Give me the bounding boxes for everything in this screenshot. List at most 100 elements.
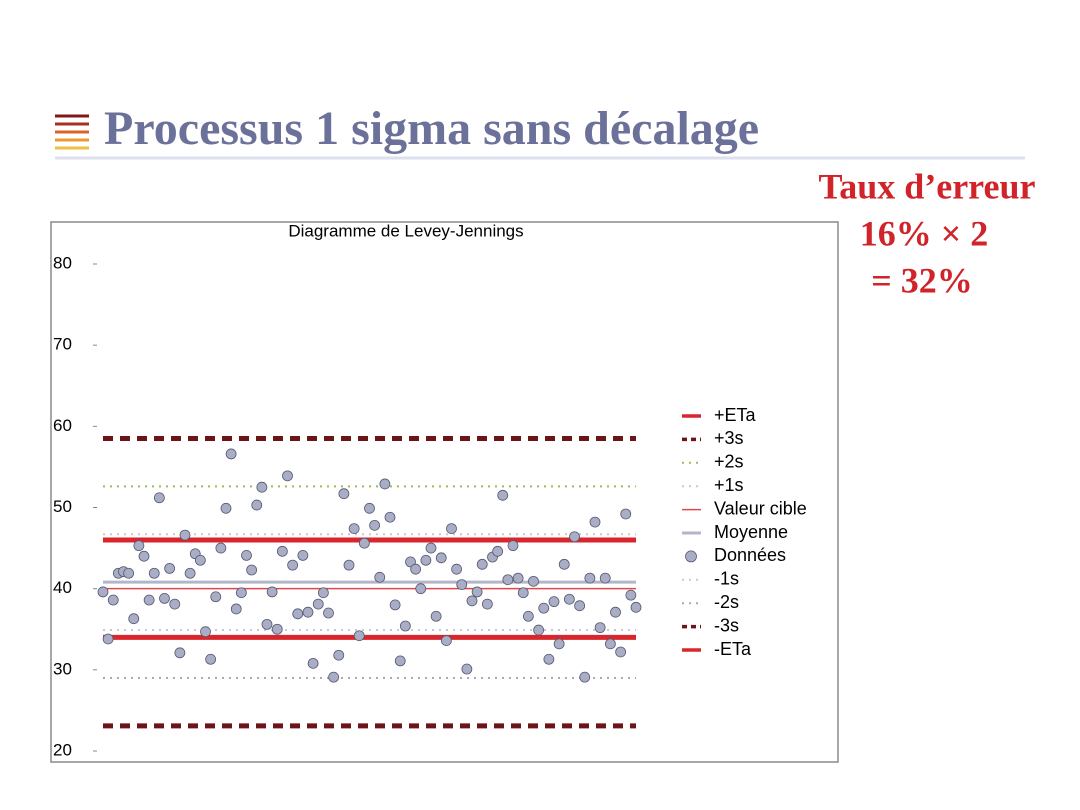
legend-label: -1s: [714, 569, 739, 589]
data-point: [579, 671, 591, 683]
data-point: [215, 542, 227, 554]
data-point: [128, 613, 140, 625]
data-point: [276, 545, 288, 557]
chart-title: Diagramme de Levey-Jennings: [288, 221, 523, 240]
data-point: [533, 624, 545, 636]
data-point: [230, 603, 242, 615]
y-tick-label: 30: [53, 659, 72, 678]
data-point: [456, 579, 468, 591]
data-point: [379, 478, 391, 490]
data-point: [543, 653, 555, 665]
data-point: [420, 554, 432, 566]
legend-label: -3s: [714, 615, 739, 635]
data-point: [558, 558, 570, 570]
data-point: [328, 671, 340, 683]
data-point: [415, 583, 427, 595]
data-point: [97, 586, 109, 598]
data-point: [374, 571, 386, 583]
data-point: [394, 655, 406, 667]
data-point: [200, 626, 211, 638]
data-point: [364, 502, 375, 514]
data-point: [256, 481, 268, 493]
data-point: [153, 492, 165, 504]
data-point: [266, 586, 278, 598]
data-point: [369, 519, 381, 531]
data-point: [599, 572, 611, 584]
data-point: [235, 587, 247, 599]
data-point: [517, 587, 529, 599]
data-point: [435, 552, 447, 564]
data-point: [358, 537, 370, 549]
data-point: [148, 567, 160, 579]
chart-frame: [50, 221, 839, 763]
data-point: [102, 633, 114, 645]
y-tick-label: 70: [53, 335, 72, 354]
data-point: [594, 622, 606, 634]
data-point: [133, 540, 145, 552]
data-point: [241, 549, 252, 561]
data-point: [410, 563, 422, 575]
data-point: [538, 602, 550, 614]
data-point: [625, 589, 637, 601]
data-point: [174, 647, 186, 659]
data-point: [338, 488, 350, 500]
slide-title: Processus 1 sigma sans décalage: [104, 102, 759, 155]
data-point: [312, 598, 324, 610]
data-point: [123, 567, 135, 579]
data-point: [548, 596, 560, 608]
data-point: [194, 554, 206, 566]
data-point: [584, 572, 596, 584]
data-point: [297, 549, 309, 561]
data-point: [466, 595, 478, 607]
y-tick-label: 60: [53, 416, 72, 435]
data-point: [574, 600, 586, 612]
data-point: [169, 598, 181, 610]
y-tick-label: 40: [53, 578, 72, 597]
legend-label: +3s: [714, 428, 744, 448]
data-point: [502, 574, 514, 586]
data-point: [481, 598, 493, 610]
data-point: [528, 575, 539, 587]
note-line: Taux d’erreur: [818, 166, 1035, 206]
data-point: [620, 508, 632, 520]
legend-label: +2s: [714, 452, 744, 472]
y-tick-label: 20: [53, 740, 72, 759]
data-point: [615, 646, 627, 658]
legend-label: Valeur cible: [714, 498, 807, 518]
data-point: [292, 608, 304, 620]
note-line: 16% × 2: [860, 213, 989, 253]
legend-label: +1s: [714, 475, 744, 495]
data-point: [589, 516, 601, 528]
data-point: [164, 562, 176, 574]
data-point: [451, 563, 463, 575]
data-point: [492, 545, 504, 557]
data-point: [446, 523, 457, 535]
data-point: [282, 470, 293, 482]
data-point: [440, 635, 452, 647]
title-icon: [55, 114, 89, 150]
data-point: [461, 663, 473, 675]
note-line: = 32%: [871, 260, 973, 300]
data-point: [225, 448, 237, 460]
data-point: [384, 511, 396, 523]
data-point: [107, 594, 119, 606]
data-point: [159, 593, 170, 604]
data-point: [251, 499, 263, 511]
data-point: [261, 618, 273, 630]
data-point: [507, 540, 519, 552]
data-point: [425, 542, 437, 554]
legend-marker: [685, 550, 697, 563]
legend-label: -2s: [714, 592, 739, 612]
data-point: [471, 586, 483, 598]
data-point: [353, 630, 365, 642]
legend-label: Moyenne: [714, 522, 788, 542]
data-point: [307, 657, 319, 669]
data-point: [220, 502, 232, 514]
data-point: [287, 559, 299, 571]
data-point: [246, 564, 258, 576]
legend-label: -ETa: [714, 639, 752, 659]
data-point: [205, 653, 217, 665]
y-tick-label: 50: [53, 497, 72, 516]
data-point: [323, 607, 334, 619]
